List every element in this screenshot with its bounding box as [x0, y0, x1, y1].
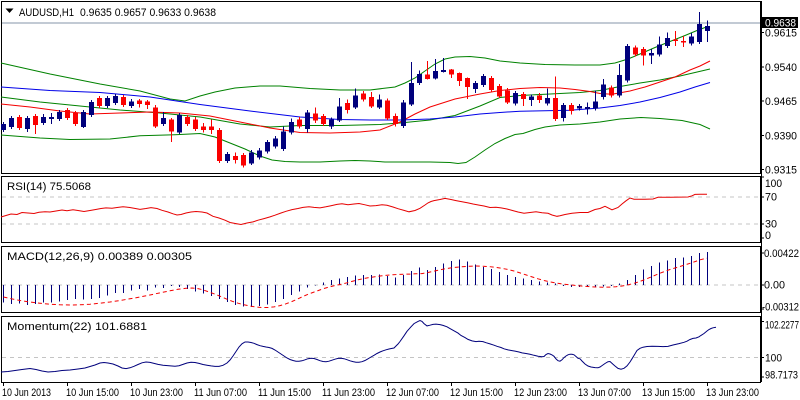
- svg-text:MACD(12,26,9) 0.00389 0.00305: MACD(12,26,9) 0.00389 0.00305: [7, 251, 192, 263]
- svg-text:13 Jun 23:00: 13 Jun 23:00: [706, 387, 759, 399]
- svg-text:102.2277: 102.2277: [765, 320, 799, 332]
- svg-text:13 Jun 15:00: 13 Jun 15:00: [642, 387, 695, 399]
- svg-text:AUDUSD,H1: AUDUSD,H1: [19, 7, 74, 19]
- svg-text:10 Jun 23:00: 10 Jun 23:00: [130, 387, 183, 399]
- svg-text:13 Jun 07:00: 13 Jun 07:00: [578, 387, 631, 399]
- svg-text:0: 0: [765, 230, 771, 242]
- svg-text:12 Jun 23:00: 12 Jun 23:00: [514, 387, 567, 399]
- svg-text:100: 100: [765, 353, 782, 365]
- svg-text:0.9540: 0.9540: [765, 62, 797, 74]
- svg-text:0.9635 0.9657 0.9633 0.9638: 0.9635 0.9657 0.9633 0.9638: [80, 7, 216, 19]
- svg-text:11 Jun 23:00: 11 Jun 23:00: [322, 387, 375, 399]
- svg-text:98.7173: 98.7173: [765, 370, 798, 382]
- svg-text:Momentum(22) 101.6881: Momentum(22) 101.6881: [7, 321, 147, 333]
- svg-text:70: 70: [765, 192, 777, 204]
- svg-text:30: 30: [765, 219, 777, 231]
- svg-text:0.9615: 0.9615: [765, 28, 797, 40]
- svg-text:0.9465: 0.9465: [765, 96, 797, 108]
- svg-text:12 Jun 15:00: 12 Jun 15:00: [450, 387, 503, 399]
- svg-text:0.9390: 0.9390: [765, 131, 797, 143]
- svg-text:RSI(14) 75.5068: RSI(14) 75.5068: [7, 181, 91, 193]
- svg-text:-0.00312: -0.00312: [762, 302, 799, 314]
- svg-text:10 Jun 15:00: 10 Jun 15:00: [66, 387, 119, 399]
- svg-text:100: 100: [765, 178, 782, 190]
- svg-text:12 Jun 07:00: 12 Jun 07:00: [386, 387, 439, 399]
- svg-text:0.00422: 0.00422: [764, 248, 799, 260]
- svg-text:11 Jun 15:00: 11 Jun 15:00: [258, 387, 311, 399]
- svg-text:0.9315: 0.9315: [765, 165, 797, 177]
- svg-text:11 Jun 07:00: 11 Jun 07:00: [194, 387, 247, 399]
- svg-text:10 Jun 2013: 10 Jun 2013: [2, 387, 51, 399]
- svg-text:0.9638: 0.9638: [765, 18, 796, 30]
- svg-text:0.00: 0.00: [764, 280, 785, 292]
